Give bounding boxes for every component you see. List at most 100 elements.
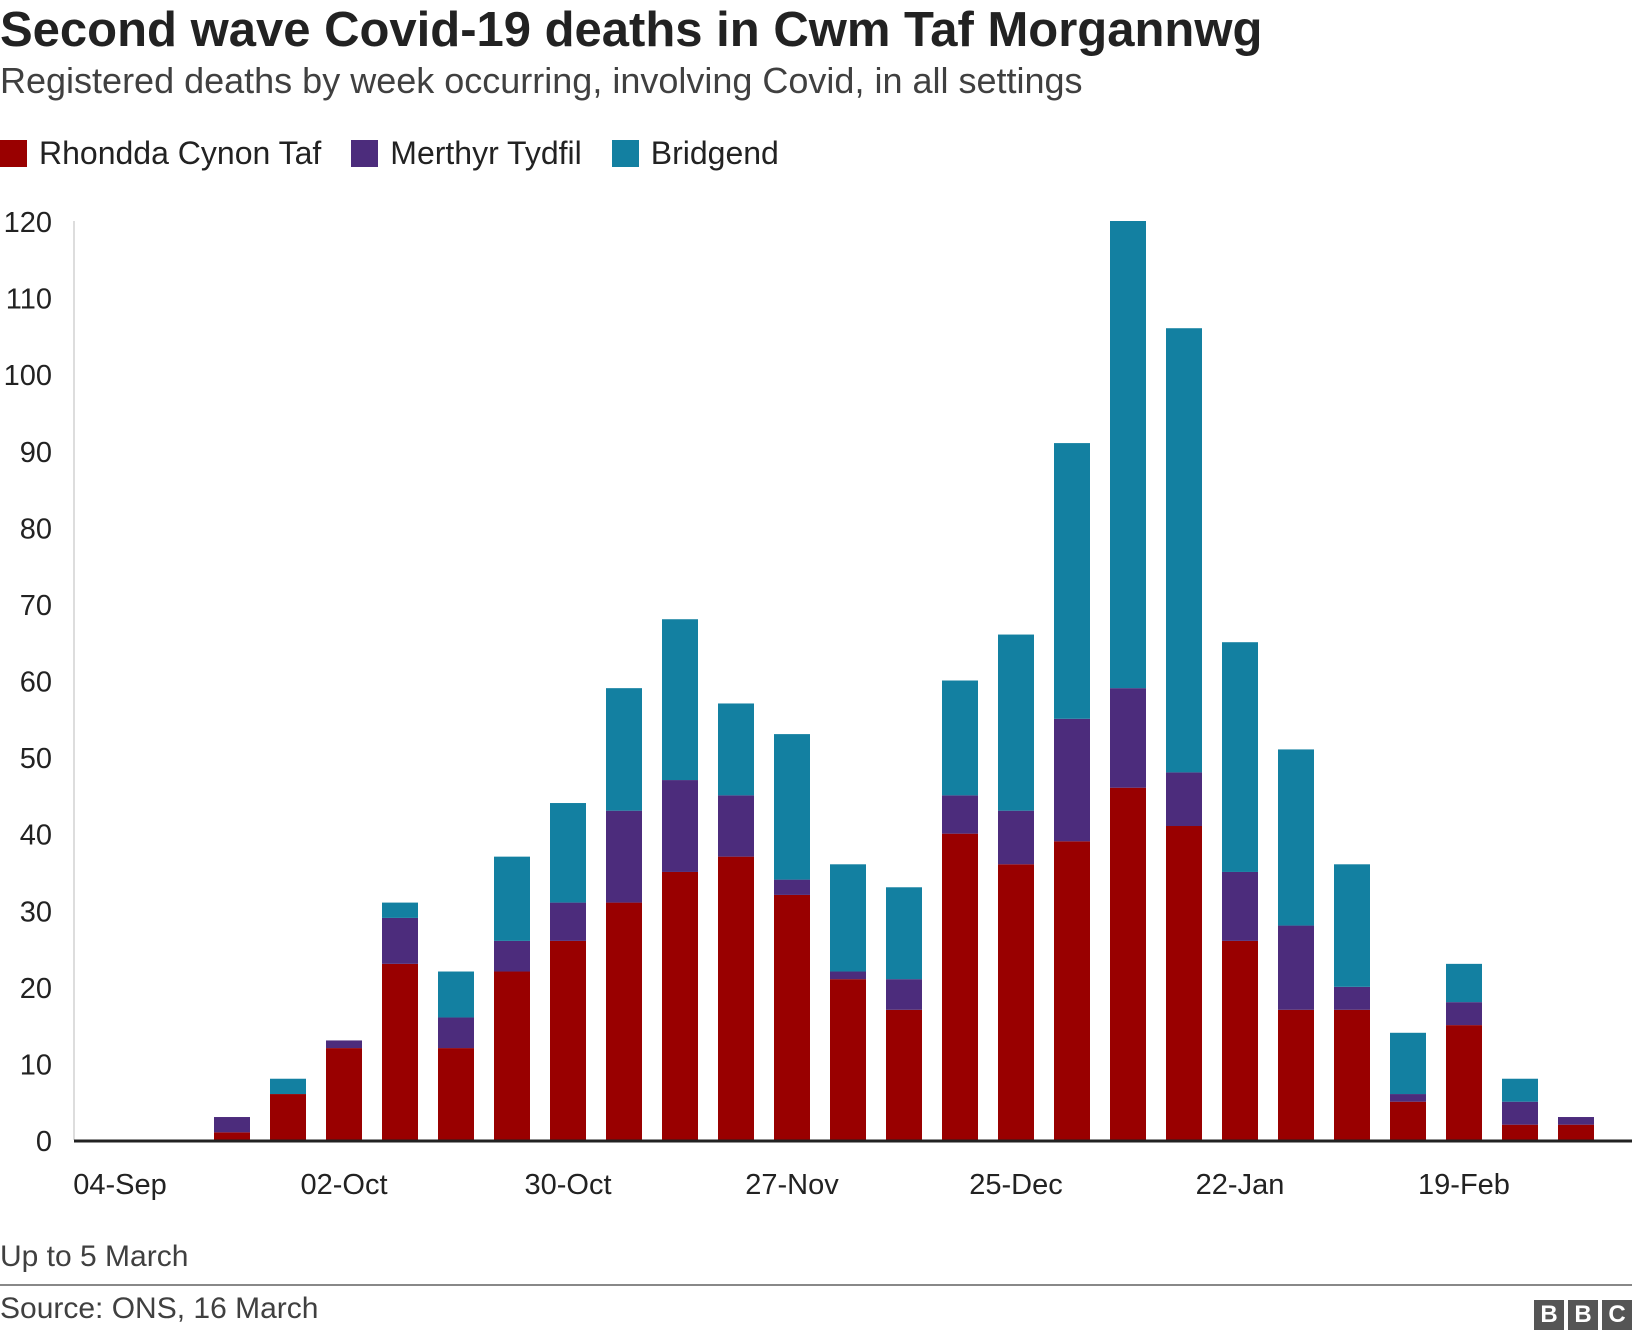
legend-item-merthyr: Merthyr Tydfil <box>351 134 582 172</box>
chart-subtitle: Registered deaths by week occurring, inv… <box>0 60 1083 101</box>
bar-segment-merthyr-tydfil <box>1054 718 1090 842</box>
legend-swatch-rhondda <box>0 139 27 167</box>
bar-segment-bridgend <box>438 971 474 1018</box>
legend-label-rhondda: Rhondda Cynon Taf <box>39 134 322 171</box>
legend-swatch-bridgend <box>611 139 639 167</box>
bars <box>214 221 1594 1140</box>
bar-segment-rhondda-cynon-taf <box>998 864 1034 1140</box>
bar-segment-rhondda-cynon-taf <box>1054 841 1090 1140</box>
bar-segment-merthyr-tydfil <box>382 917 418 964</box>
footnote: Up to 5 March <box>0 1240 189 1273</box>
logo-letter: C <box>1602 1300 1632 1330</box>
x-tick-label: 19-Feb <box>1418 1169 1510 1201</box>
logo-letter: B <box>1568 1300 1598 1330</box>
y-tick-label: 110 <box>6 284 52 316</box>
bar-segment-merthyr-tydfil <box>214 1117 250 1133</box>
y-tick-label: 30 <box>20 896 52 928</box>
bar-segment-rhondda-cynon-taf <box>382 963 418 1140</box>
bar-segment-bridgend <box>270 1078 306 1095</box>
bar-segment-bridgend <box>1166 328 1202 773</box>
y-tick-label: 80 <box>20 513 52 545</box>
bar-segment-bridgend <box>942 680 978 796</box>
bar-segment-merthyr-tydfil <box>606 810 642 903</box>
legend: Rhondda Cynon Taf Merthyr Tydfil Bridgen… <box>0 133 809 173</box>
bar-segment-merthyr-tydfil <box>326 1040 362 1049</box>
x-tick-label: 27-Nov <box>745 1169 839 1201</box>
bar-segment-rhondda-cynon-taf <box>1166 826 1202 1140</box>
y-tick-label: 70 <box>20 590 52 622</box>
y-tick-label: 120 <box>4 207 52 239</box>
y-tick-label: 0 <box>36 1126 52 1158</box>
bar-segment-merthyr-tydfil <box>1502 1101 1538 1125</box>
bar-segment-merthyr-tydfil <box>550 902 586 941</box>
bar-segment-rhondda-cynon-taf <box>942 833 978 1140</box>
bar-segment-rhondda-cynon-taf <box>438 1048 474 1140</box>
bar-segment-merthyr-tydfil <box>1110 688 1146 788</box>
bar-segment-bridgend <box>1054 443 1090 719</box>
bar-segment-merthyr-tydfil <box>1166 772 1202 827</box>
bar-segment-rhondda-cynon-taf <box>326 1048 362 1140</box>
logo-letter: B <box>1534 1300 1564 1330</box>
bar-segment-bridgend <box>662 619 698 781</box>
source-text: Source: ONS, 16 March <box>0 1292 319 1325</box>
bar-segment-bridgend <box>998 634 1034 811</box>
bar-segment-merthyr-tydfil <box>1278 925 1314 1010</box>
bar-segment-bridgend <box>830 864 866 972</box>
bar-segment-bridgend <box>494 856 530 941</box>
bar-segment-rhondda-cynon-taf <box>1390 1101 1426 1140</box>
y-tick-label: 40 <box>20 820 52 852</box>
bar-segment-merthyr-tydfil <box>830 971 866 980</box>
bar-segment-bridgend <box>1502 1078 1538 1102</box>
footer-divider <box>0 1284 1632 1286</box>
bar-chart: 0 10 20 30 40 50 60 70 80 90 100 110 120 04-Sep 02-Oc… <box>4 207 1632 1201</box>
bar-segment-merthyr-tydfil <box>662 780 698 872</box>
bar-segment-merthyr-tydfil <box>1446 1002 1482 1026</box>
y-tick-label: 20 <box>20 973 52 1005</box>
bar-segment-merthyr-tydfil <box>942 795 978 834</box>
bar-segment-bridgend <box>550 803 586 903</box>
y-tick-label: 10 <box>20 1049 52 1081</box>
bar-segment-merthyr-tydfil <box>1558 1117 1594 1125</box>
legend-swatch-merthyr <box>351 139 379 167</box>
bar-segment-bridgend <box>1110 221 1146 689</box>
x-tick-label: 22-Jan <box>1196 1169 1285 1201</box>
bar-segment-rhondda-cynon-taf <box>1278 1009 1314 1140</box>
bar-segment-rhondda-cynon-taf <box>1446 1025 1482 1140</box>
bar-segment-rhondda-cynon-taf <box>550 940 586 1140</box>
bar-segment-rhondda-cynon-taf <box>270 1094 306 1140</box>
bar-segment-merthyr-tydfil <box>718 795 754 857</box>
bar-segment-bridgend <box>718 703 754 796</box>
bar-segment-merthyr-tydfil <box>774 879 810 895</box>
bar-segment-rhondda-cynon-taf <box>718 856 754 1140</box>
y-tick-label: 50 <box>20 743 52 775</box>
bar-segment-rhondda-cynon-taf <box>606 902 642 1140</box>
x-axis: 04-Sep 02-Oct 30-Oct 27-Nov 25-Dec 22-Jan 19-F… <box>73 1139 1632 1201</box>
x-tick-label: 25-Dec <box>969 1169 1063 1201</box>
legend-label-bridgend: Bridgend <box>650 134 779 171</box>
bar-segment-bridgend <box>774 734 810 880</box>
x-tick-label: 30-Oct <box>524 1169 611 1201</box>
bar-segment-merthyr-tydfil <box>1334 986 1370 1010</box>
bar-segment-bridgend <box>886 887 922 980</box>
y-axis: 0 10 20 30 40 50 60 70 80 90 100 110 120 <box>4 207 75 1158</box>
bar-segment-merthyr-tydfil <box>1390 1094 1426 1102</box>
bar-segment-rhondda-cynon-taf <box>662 871 698 1140</box>
bar-segment-bridgend <box>382 902 418 918</box>
bar-segment-rhondda-cynon-taf <box>1558 1124 1594 1140</box>
bar-segment-rhondda-cynon-taf <box>214 1132 250 1140</box>
bar-segment-merthyr-tydfil <box>886 979 922 1010</box>
x-tick-label: 02-Oct <box>300 1169 387 1201</box>
bar-segment-rhondda-cynon-taf <box>886 1009 922 1140</box>
legend-item-rhondda: Rhondda Cynon Taf <box>0 135 321 172</box>
bar-segment-rhondda-cynon-taf <box>494 971 530 1140</box>
bbc-logo: B B C <box>1534 1300 1632 1330</box>
bar-segment-bridgend <box>606 688 642 811</box>
bar-segment-bridgend <box>1390 1032 1426 1095</box>
x-tick-label: 04-Sep <box>73 1169 167 1201</box>
bar-segment-merthyr-tydfil <box>438 1017 474 1049</box>
bar-segment-bridgend <box>1222 642 1258 872</box>
y-tick-label: 100 <box>4 360 52 392</box>
legend-label-merthyr: Merthyr Tydfil <box>390 134 582 171</box>
bar-segment-rhondda-cynon-taf <box>1334 1009 1370 1140</box>
bar-segment-bridgend <box>1446 963 1482 1003</box>
